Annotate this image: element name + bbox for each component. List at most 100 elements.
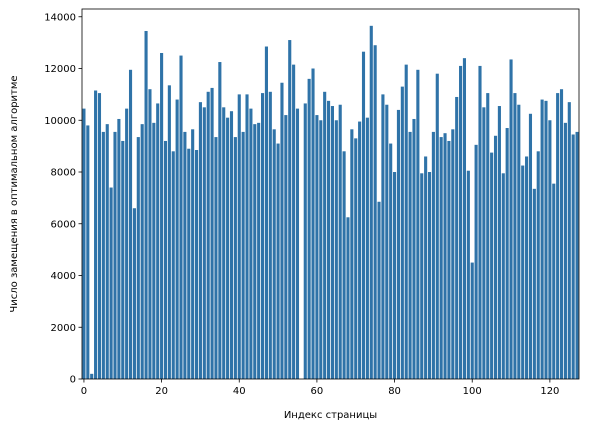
- bar: [338, 104, 342, 379]
- y-axis-label: Число замещения в оптимальном алгоритме: [9, 75, 20, 312]
- bar: [156, 103, 160, 379]
- y-tick-label: 8000: [51, 168, 76, 179]
- bar: [128, 69, 133, 380]
- bar: [389, 143, 393, 379]
- x-tick-label: 40: [233, 386, 246, 397]
- bar: [567, 102, 571, 380]
- bar: [323, 91, 327, 380]
- bar: [268, 91, 272, 380]
- bar: [435, 73, 439, 379]
- bar: [462, 58, 467, 379]
- bar: [257, 122, 261, 379]
- y-tick-label: 0: [70, 375, 76, 386]
- bar: [404, 64, 408, 379]
- bar: [424, 156, 428, 379]
- bar: [501, 173, 505, 379]
- bar: [552, 183, 556, 379]
- bar: [474, 144, 478, 379]
- bar: [497, 106, 501, 379]
- bar: [284, 115, 288, 379]
- bar: [412, 118, 416, 379]
- bar: [490, 152, 494, 379]
- bar: [377, 201, 381, 379]
- bar: [90, 373, 94, 379]
- bars: [82, 25, 579, 380]
- bar: [307, 78, 311, 380]
- bar: [121, 140, 125, 379]
- bar: [125, 108, 129, 380]
- y-tick-label: 2000: [51, 323, 76, 334]
- bar: [540, 99, 544, 379]
- bar: [191, 129, 195, 379]
- bar: [171, 151, 175, 379]
- bar: [381, 94, 385, 379]
- bar: [183, 131, 187, 379]
- bar: [431, 131, 435, 379]
- plot-frame: [81, 8, 580, 380]
- bar: [152, 122, 156, 379]
- bar: [358, 121, 362, 380]
- bar: [346, 217, 350, 379]
- bar: [517, 104, 521, 379]
- bar: [544, 100, 548, 379]
- x-tick-label: 60: [311, 386, 324, 397]
- bar: [327, 100, 331, 379]
- bar: [276, 143, 280, 379]
- bar: [315, 115, 319, 379]
- bar: [513, 93, 517, 379]
- bar: [525, 156, 529, 379]
- bar: [536, 151, 540, 379]
- bar: [167, 85, 171, 379]
- bar: [396, 109, 401, 379]
- bar: [109, 187, 113, 379]
- x-axis-label: Индекс страницы: [284, 410, 377, 421]
- bar: [334, 120, 338, 379]
- bar: [148, 89, 152, 380]
- bar: [556, 93, 560, 379]
- bar: [229, 111, 234, 379]
- bar: [563, 122, 567, 379]
- bar: [163, 140, 168, 379]
- bar: [245, 94, 249, 379]
- bar: [575, 131, 579, 379]
- bar: [218, 62, 222, 379]
- bar: [113, 131, 117, 379]
- bar: [319, 120, 323, 379]
- y-tick-label: 14000: [44, 12, 76, 23]
- bar: [482, 107, 486, 379]
- bar: [179, 55, 183, 379]
- bar: [160, 52, 164, 380]
- y-tick-label: 10000: [44, 116, 76, 127]
- bar: [330, 106, 334, 379]
- bar: [241, 131, 245, 379]
- bar: [237, 94, 241, 379]
- bar: [295, 108, 300, 380]
- bar: [470, 262, 474, 379]
- bar: [101, 131, 105, 379]
- bar: [466, 170, 470, 379]
- bar: [559, 89, 564, 380]
- bar: [272, 129, 276, 379]
- bar: [350, 129, 354, 379]
- bar: [210, 87, 214, 380]
- bar: [439, 137, 443, 379]
- bar: [478, 65, 482, 380]
- bar: [571, 134, 575, 379]
- bar: [373, 45, 377, 379]
- bar: [194, 150, 199, 379]
- bar: [132, 208, 136, 379]
- x-ticks: 0 20 40 60 80 100 120: [81, 379, 559, 397]
- bar: [288, 40, 292, 380]
- bar: [311, 68, 315, 379]
- bar: [354, 138, 358, 379]
- bar: [509, 59, 513, 379]
- bar: [443, 133, 447, 379]
- bar: [144, 30, 148, 380]
- x-tick-label: 100: [463, 386, 482, 397]
- bar: [447, 140, 451, 379]
- bar: [105, 124, 109, 379]
- bar: [202, 107, 206, 379]
- bar: [280, 82, 284, 380]
- bar: [365, 117, 369, 380]
